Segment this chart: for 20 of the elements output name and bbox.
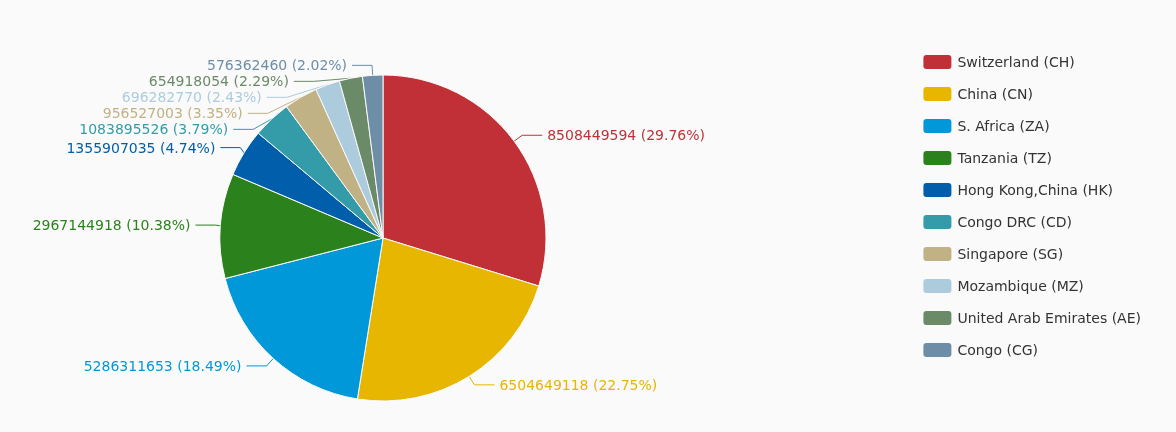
data-label: 6504649118 (22.75%) — [499, 376, 658, 393]
legend-label: China (CN) — [957, 86, 1034, 102]
legend-label: Switzerland (CH) — [957, 54, 1075, 70]
legend-label: Congo DRC (CD) — [957, 214, 1073, 230]
data-label: 1083895526 (3.79%) — [79, 121, 229, 138]
data-label: 2967144918 (10.38%) — [32, 217, 191, 234]
data-label: 696282770 (2.43%) — [121, 89, 262, 106]
data-label: 1355907035 (4.74%) — [66, 139, 216, 156]
data-label: 956527003 (3.35%) — [102, 105, 243, 122]
legend-label: Hong Kong,China (HK) — [957, 182, 1114, 198]
data-label: 8508449594 (29.76%) — [547, 127, 706, 144]
legend-label: Congo (CG) — [957, 342, 1039, 358]
legend-label: Singapore (SG) — [957, 246, 1064, 262]
data-label: 576362460 (2.02%) — [207, 57, 348, 74]
data-label: 654918054 (2.29%) — [148, 73, 289, 90]
legend-label: S. Africa (ZA) — [957, 118, 1050, 134]
data-label: 5286311653 (18.49%) — [83, 357, 242, 374]
legend-label: Tanzania (TZ) — [956, 150, 1052, 166]
legend-label: Mozambique (MZ) — [957, 278, 1084, 294]
legend-label: United Arab Emirates (AE) — [957, 310, 1142, 326]
